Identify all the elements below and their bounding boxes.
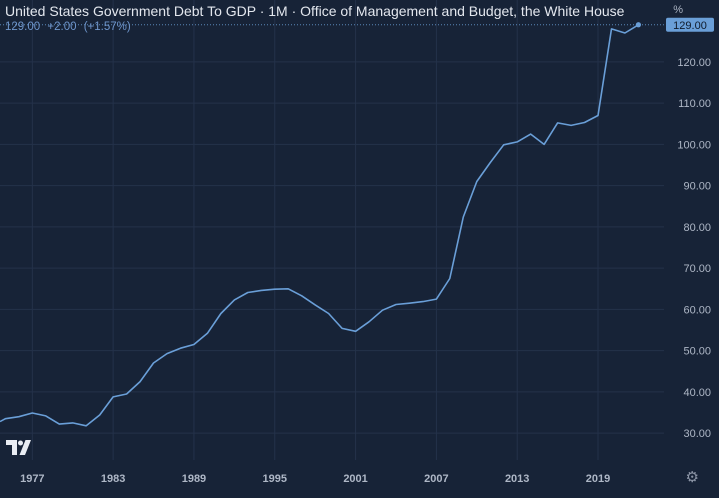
price-tag-box bbox=[666, 17, 714, 32]
x-axis[interactable]: 1977 1983 1989 1995 2001 2007 2013 2019 bbox=[20, 473, 610, 485]
chart-title: United States Government Debt To GDP · 1… bbox=[5, 3, 625, 19]
price-tag: 129.00 bbox=[666, 17, 714, 32]
tradingview-logo-icon[interactable] bbox=[6, 440, 32, 461]
value-summary: 129.00 +2.00 (+1.57%) bbox=[5, 21, 135, 33]
last-point-marker bbox=[635, 22, 642, 28]
series-line bbox=[0, 24, 639, 427]
x-tick-label: 2001 bbox=[343, 473, 367, 485]
y-tick-label: 90.00 bbox=[683, 181, 711, 193]
unit-label: % bbox=[673, 4, 683, 16]
x-tick-label: 1995 bbox=[263, 473, 287, 485]
y-tick-label: 100.00 bbox=[677, 139, 711, 151]
x-tick-label: 2013 bbox=[505, 473, 529, 485]
y-tick-label: 60.00 bbox=[683, 304, 711, 316]
x-tick-label: 2007 bbox=[424, 473, 448, 485]
y-tick-label: 80.00 bbox=[683, 222, 711, 234]
y-axis[interactable]: 30.00 40.00 50.00 60.00 70.00 80.00 90.00 100.0… bbox=[677, 57, 711, 440]
y-tick-label: 50.00 bbox=[683, 346, 711, 358]
x-tick-label: 1989 bbox=[182, 473, 206, 485]
y-tick-label: 120.00 bbox=[677, 57, 711, 69]
price-tag-label: 129.00 bbox=[673, 20, 707, 32]
y-tick-label: 30.00 bbox=[683, 428, 711, 440]
y-tick-label: 40.00 bbox=[683, 387, 711, 399]
y-tick-label: 70.00 bbox=[683, 263, 711, 275]
grid-lines bbox=[0, 0, 664, 460]
y-tick-label: 110.00 bbox=[678, 98, 711, 110]
x-tick-label: 1977 bbox=[20, 473, 44, 485]
x-tick-label: 1983 bbox=[101, 473, 125, 485]
change-percent: (+1.57%) bbox=[83, 21, 131, 33]
gear-icon[interactable]: ⚙ bbox=[685, 469, 699, 486]
change-value: +2.00 bbox=[47, 21, 77, 33]
x-tick-label: 2019 bbox=[586, 473, 610, 485]
last-value: 129.00 bbox=[5, 21, 41, 33]
